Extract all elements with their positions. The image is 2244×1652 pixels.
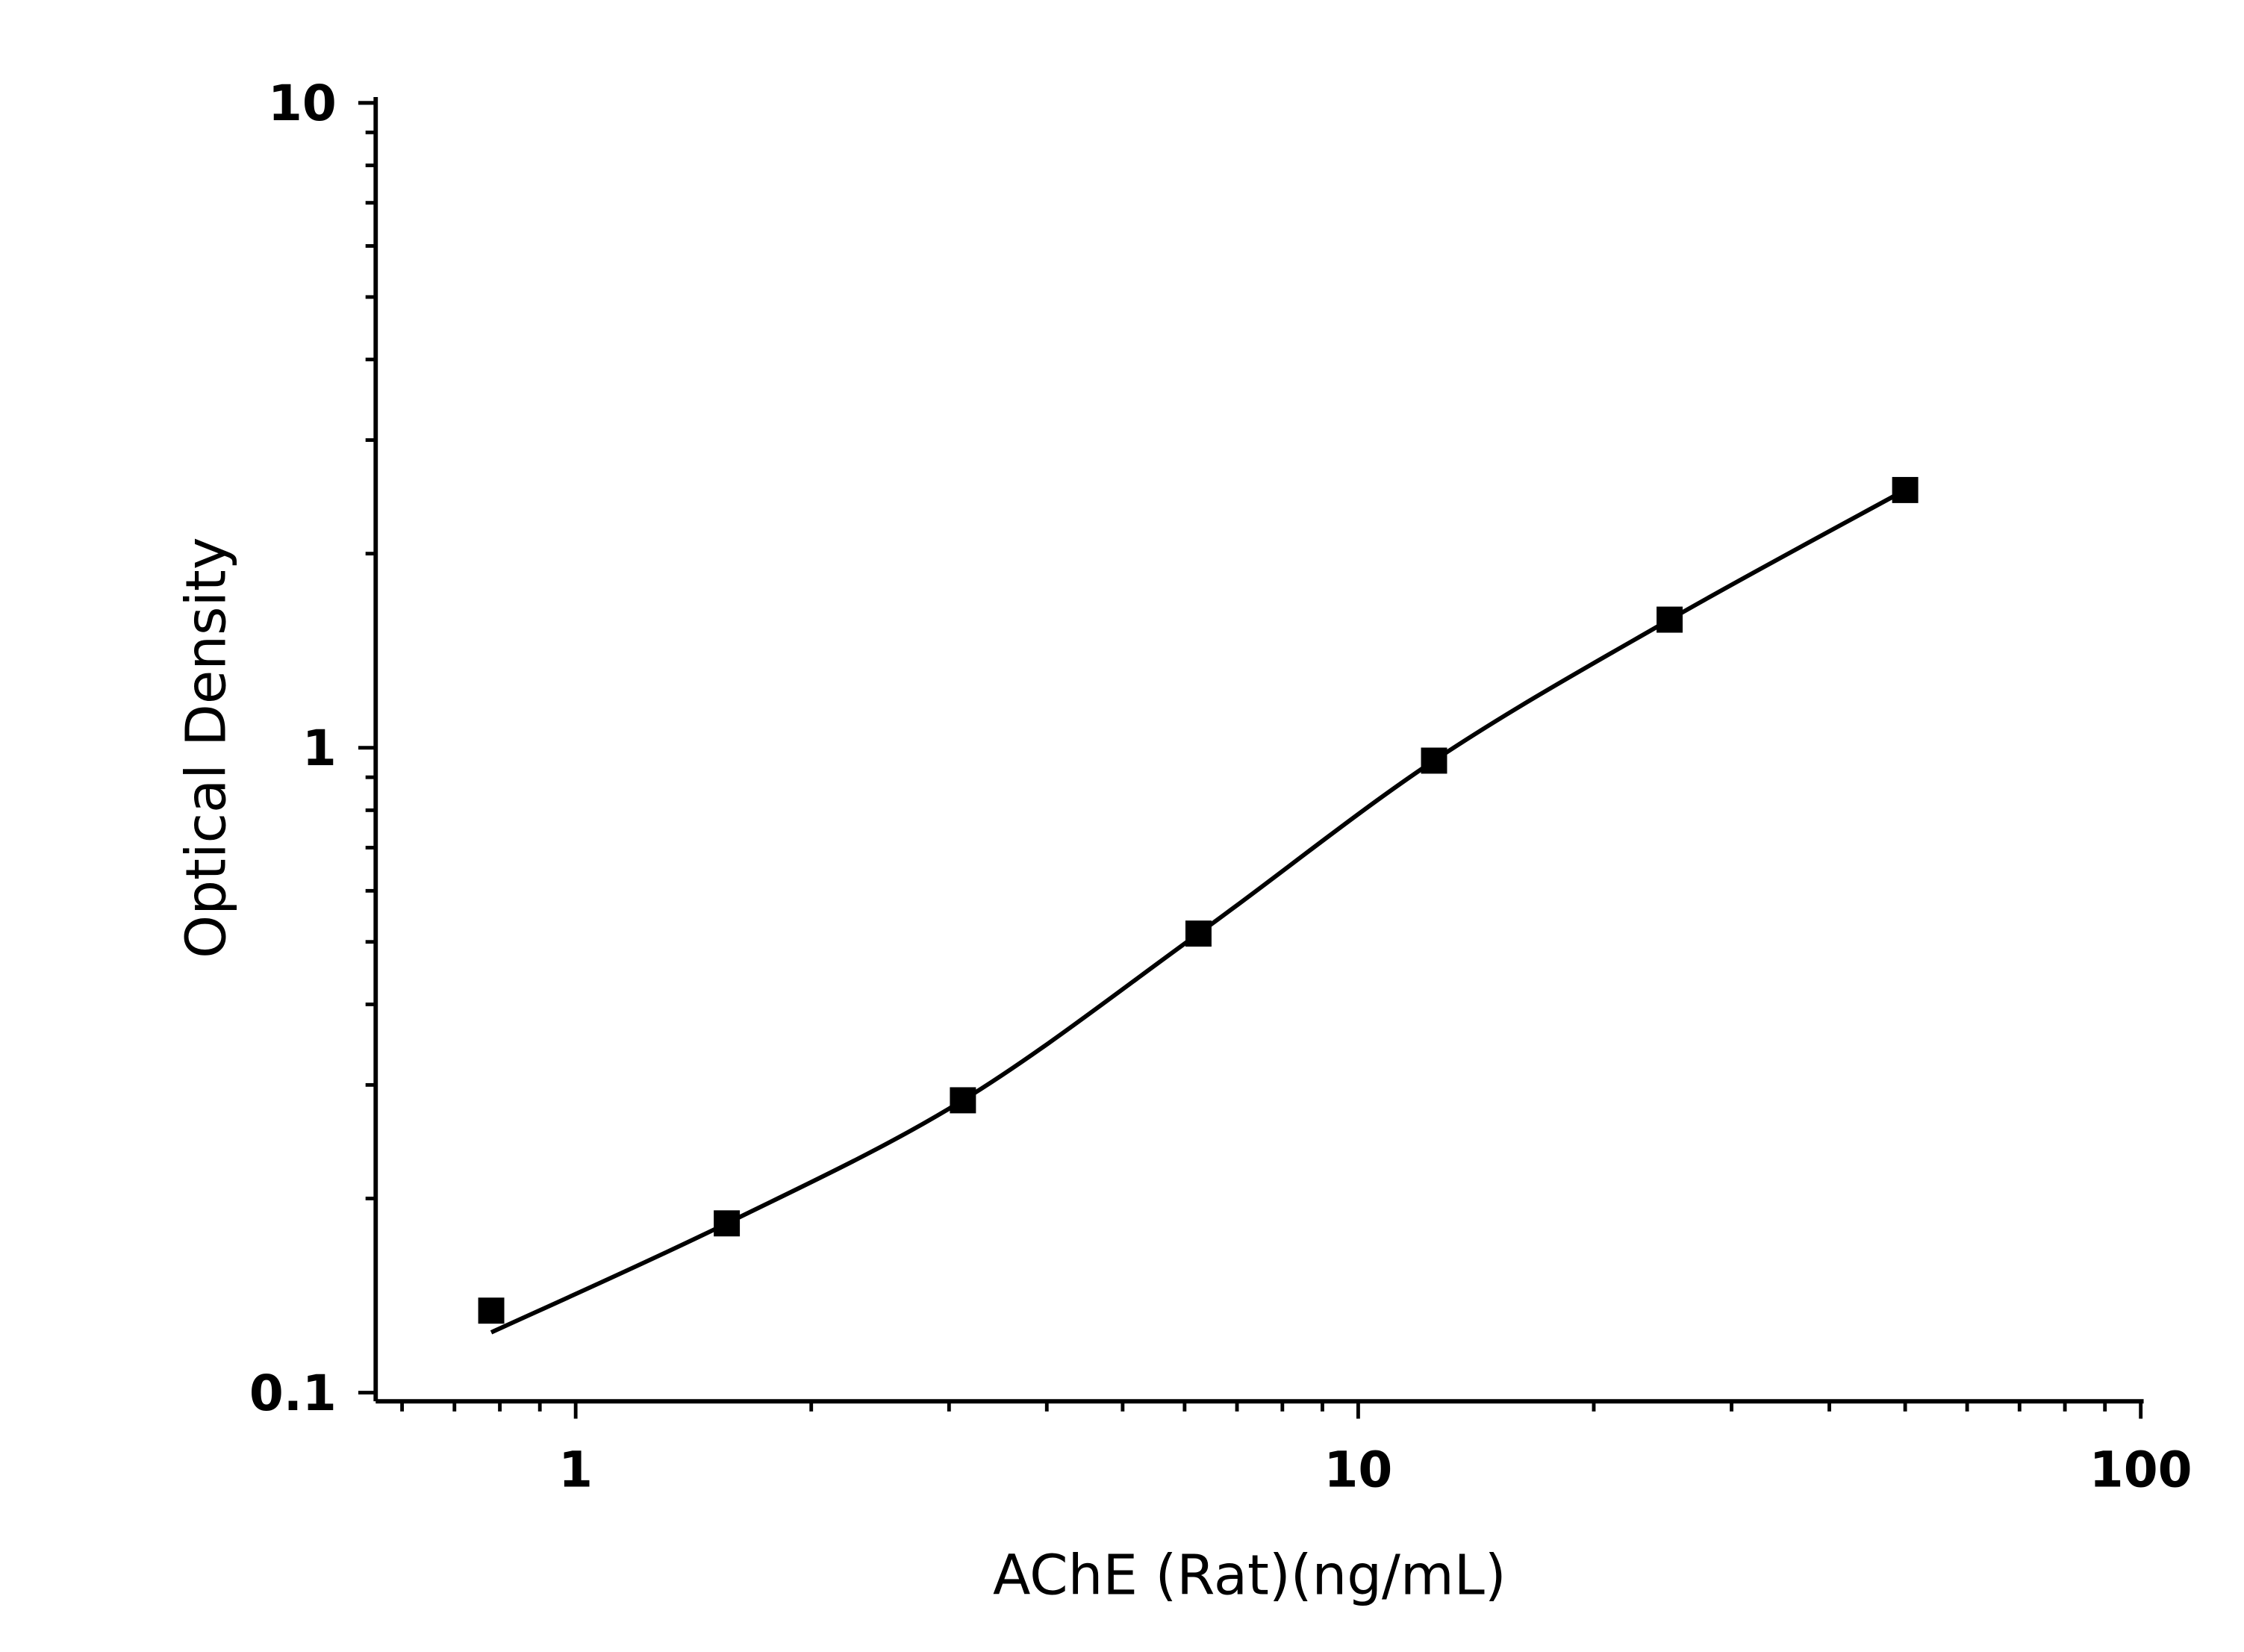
data-point: [1892, 476, 1919, 503]
y-tick-label-10: 10: [268, 75, 337, 132]
fit-curve: [490, 487, 1907, 1335]
x-axis-title: AChE (Rat)(ng/mL): [993, 1544, 1506, 1607]
data-points: [478, 476, 1919, 1324]
x-tick-label-100: 100: [2089, 1441, 2192, 1499]
data-point: [1421, 747, 1447, 774]
data-point: [714, 1210, 741, 1237]
y-tick-label-1: 1: [302, 720, 337, 777]
axes: [373, 97, 2144, 1404]
fit-curve-group: [490, 487, 1907, 1335]
data-point: [1185, 920, 1212, 947]
data-point: [950, 1087, 976, 1114]
data-point: [478, 1297, 505, 1324]
y-axis-title: Optical Density: [175, 537, 238, 959]
x-tick-label-10: 10: [1324, 1441, 1392, 1499]
ticks: [358, 101, 2143, 1419]
data-point: [1656, 606, 1683, 633]
y-tick-label-0.1: 0.1: [249, 1365, 337, 1422]
x-tick-label-1: 1: [558, 1441, 593, 1499]
